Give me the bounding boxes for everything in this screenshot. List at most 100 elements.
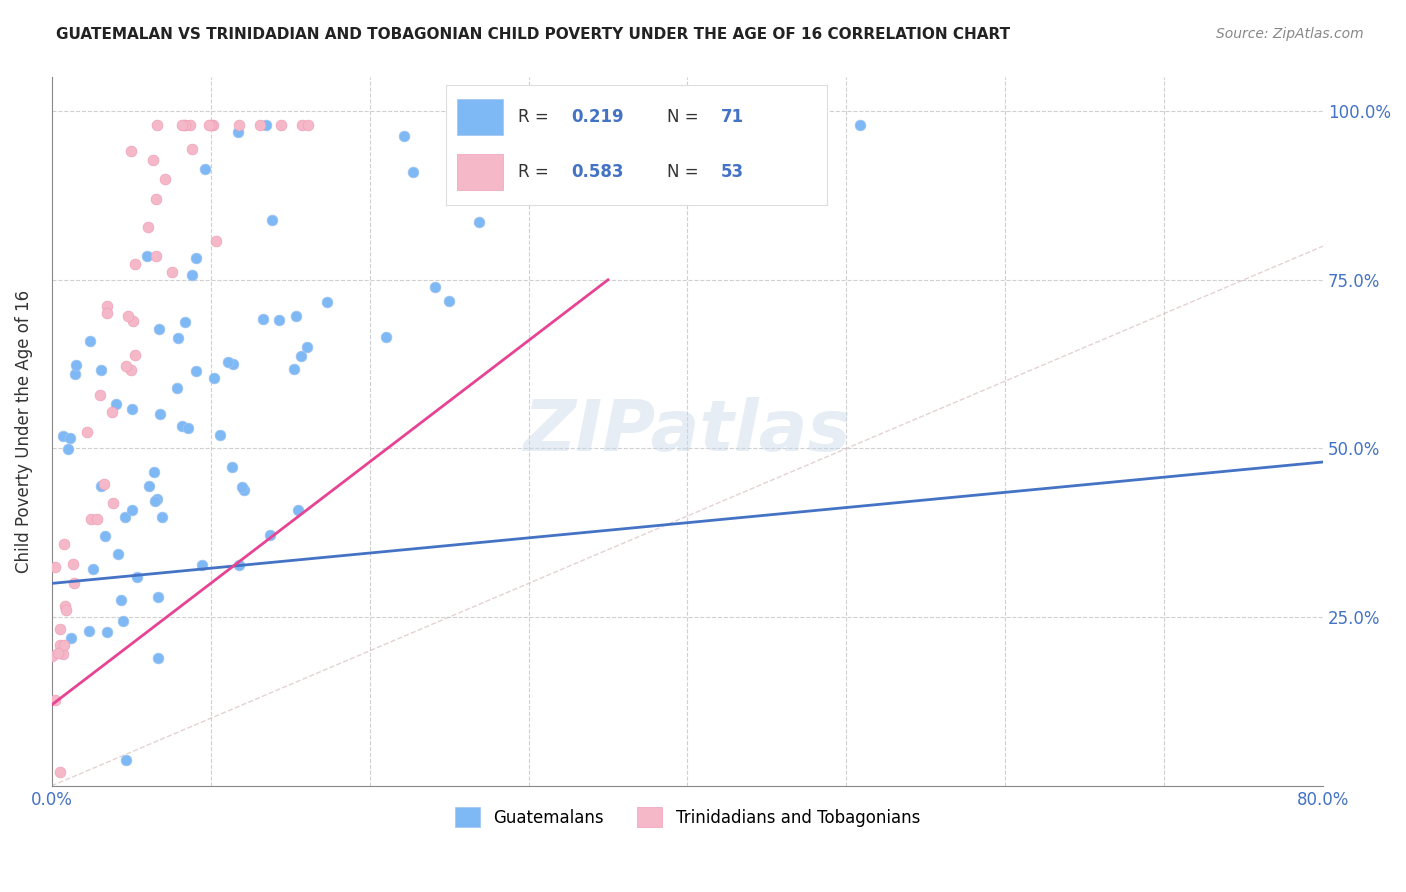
Point [122,313,145,327]
Text: GUATEMALAN VS TRINIDADIAN AND TOBAGONIAN CHILD POVERTY UNDER THE AGE OF 16 CORRE: GUATEMALAN VS TRINIDADIAN AND TOBAGONIAN… [56,27,1011,42]
Point [101,496,124,510]
Point [205,234,228,248]
Point [110,592,132,607]
Point [96,300,118,314]
Point [166,331,188,345]
Point [121,503,143,517]
Point [291,118,314,132]
Point [120,144,142,158]
Point [136,220,159,235]
Point [77,624,100,638]
Point [173,118,195,132]
Point [283,362,305,376]
Legend: Guatemalans, Trinidadians and Tobagonians: Guatemalans, Trinidadians and Tobagonian… [449,800,927,834]
Point [177,421,200,435]
Point [217,355,239,369]
Point [49,638,72,652]
Point [63,367,86,381]
Point [425,280,447,294]
Point [200,118,222,132]
Point [259,527,281,541]
Point [41,648,63,663]
Point [155,171,177,186]
Point [166,381,188,395]
Point [117,309,139,323]
Point [96,306,118,320]
Point [145,193,167,207]
Point [94,528,117,542]
Point [86,512,108,526]
Point [287,503,309,517]
Point [794,118,817,132]
Point [269,312,291,326]
Point [59,632,82,646]
Point [142,466,165,480]
Point [89,388,111,402]
Point [170,419,193,434]
Point [232,483,254,497]
Point [59,432,82,446]
Point [295,340,318,354]
Point [228,118,250,132]
Point [231,480,253,494]
Point [82,561,104,575]
Point [173,316,195,330]
Point [194,162,217,177]
Point [221,459,243,474]
Text: Source: ZipAtlas.com: Source: ZipAtlas.com [1216,27,1364,41]
Point [121,402,143,417]
Point [173,118,195,132]
Point [186,251,208,265]
Point [96,625,118,640]
Point [53,638,76,652]
Point [124,257,146,271]
Point [48,622,70,636]
Point [374,329,396,343]
Point [44,559,66,574]
Point [124,348,146,362]
Point [402,165,425,179]
Point [437,294,460,309]
Point [179,118,201,132]
Point [138,479,160,493]
Point [142,153,165,168]
Point [170,118,193,132]
Point [55,603,77,617]
Point [80,512,103,526]
Point [120,363,142,377]
Point [150,509,173,524]
Point [249,118,271,132]
Point [115,753,138,767]
Point [105,397,128,411]
Point [135,249,157,263]
Point [143,494,166,508]
Point [290,349,312,363]
Point [297,118,319,132]
Point [79,334,101,349]
Point [127,570,149,584]
Point [208,428,231,442]
Point [191,558,214,572]
Point [162,265,184,279]
Point [52,429,75,443]
Point [145,250,167,264]
Point [392,129,415,144]
Point [112,614,135,628]
Y-axis label: Child Poverty Under the Age of 16: Child Poverty Under the Age of 16 [15,290,32,574]
Point [62,576,84,591]
Point [146,650,169,665]
Point [53,537,76,551]
Point [228,558,250,572]
Point [90,479,112,493]
Point [180,142,202,156]
Point [114,510,136,524]
Point [62,557,84,571]
Point [107,547,129,561]
Point [201,118,224,132]
Point [252,311,274,326]
Point [53,599,76,614]
Point [180,268,202,282]
Point [93,477,115,491]
Point [222,358,245,372]
Point [591,118,613,132]
